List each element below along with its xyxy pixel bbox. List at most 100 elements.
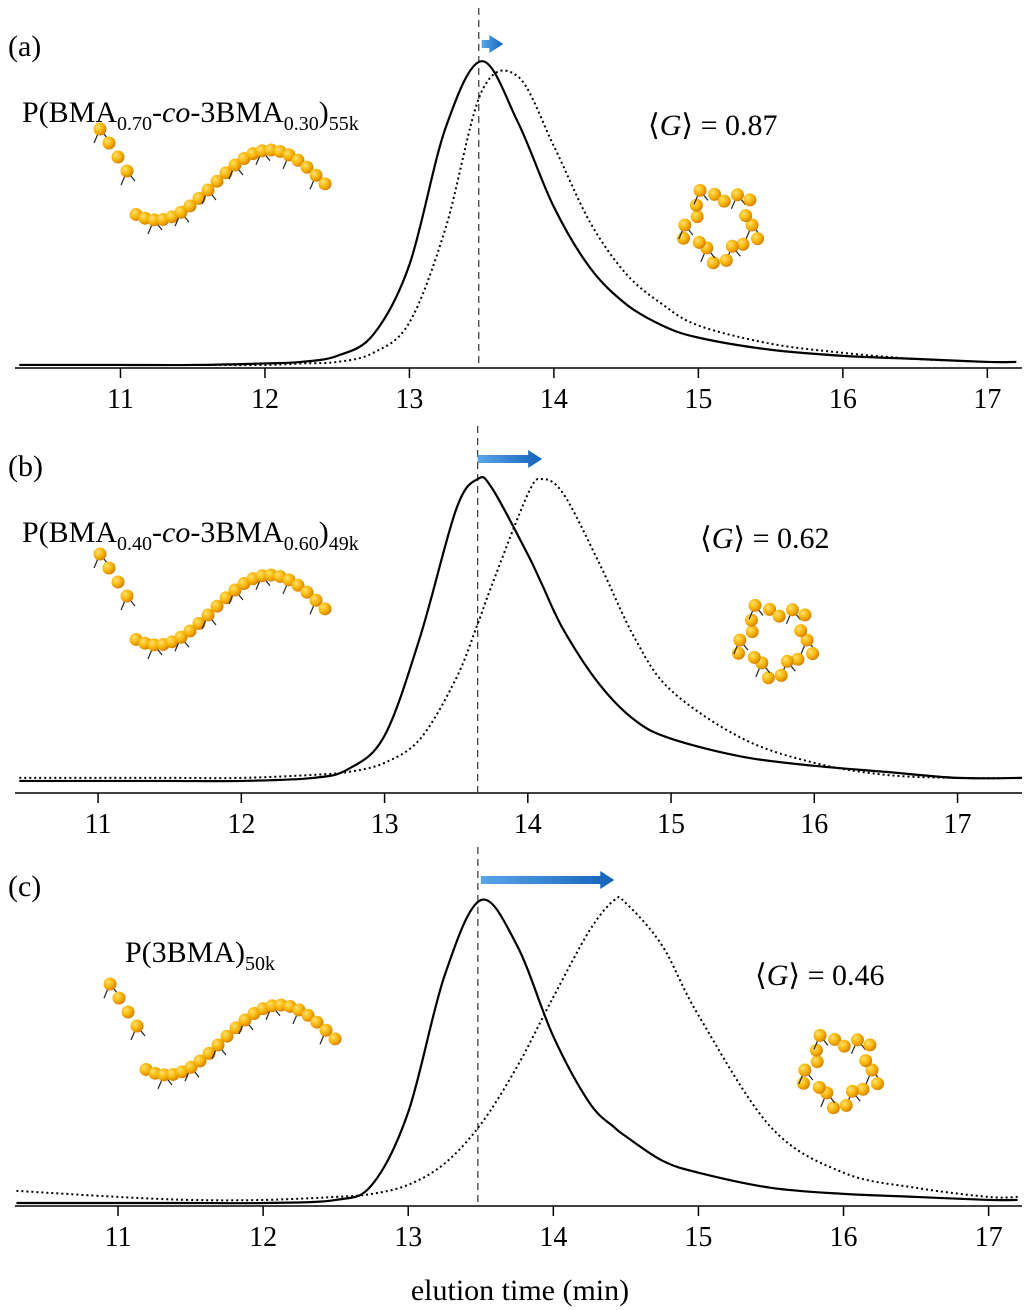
bead (174, 630, 188, 644)
x-tick-label: 15 (684, 384, 712, 415)
x-tick-label: 11 (107, 384, 134, 415)
bead (800, 633, 814, 647)
bead (291, 153, 305, 167)
series-line (19, 476, 1023, 783)
bead (794, 624, 808, 638)
bead (238, 1013, 252, 1027)
bead (748, 598, 762, 612)
bead (810, 1055, 824, 1069)
bead (211, 1038, 225, 1052)
bead (839, 1098, 853, 1112)
x-tick-label: 13 (394, 1222, 422, 1253)
polymer-label: P(3BMA)50k (125, 936, 275, 975)
bead (229, 1021, 243, 1035)
bead (300, 585, 314, 599)
bead (706, 256, 720, 270)
bead (309, 168, 323, 182)
bead (291, 578, 305, 592)
bead (193, 1054, 207, 1068)
text-part: -3BMA (190, 516, 284, 549)
bead (745, 625, 759, 639)
text-part: 55k (329, 113, 359, 135)
bead (309, 593, 323, 607)
bead (93, 122, 107, 136)
bead (845, 1084, 859, 1098)
bead (809, 1043, 823, 1057)
bead (318, 602, 332, 616)
bead (121, 1005, 135, 1019)
x-tick-label: 14 (539, 1222, 567, 1253)
x-tick-label: 16 (800, 809, 828, 840)
bead (761, 671, 775, 685)
g-label: ⟨G⟩ = 0.46 (755, 959, 885, 992)
shift-arrow (477, 450, 543, 468)
bead (871, 1077, 885, 1091)
text-part: 49k (329, 533, 359, 555)
molecule-illustration (676, 183, 765, 270)
bead (785, 603, 799, 617)
bead (201, 183, 215, 197)
bead (798, 608, 812, 622)
bead (812, 1080, 826, 1094)
bead (93, 547, 107, 561)
text-part: 0.30 (284, 113, 319, 135)
bead (690, 210, 704, 224)
bead (103, 977, 117, 991)
x-tick-label: 15 (684, 1222, 712, 1253)
x-tick-label: 13 (371, 809, 399, 840)
bead (798, 1063, 812, 1077)
x-tick-label: 17 (944, 809, 972, 840)
bead (813, 1028, 827, 1042)
bead (301, 1008, 315, 1022)
bead (183, 624, 197, 638)
bead (730, 188, 744, 202)
bead (717, 194, 731, 208)
x-tick-label: 14 (514, 809, 542, 840)
molecule-illustration (731, 598, 820, 685)
bead (219, 166, 233, 180)
series-line (16, 896, 1018, 1202)
polymer-label: P(BMA0.70-co-3BMA0.30)55k (22, 96, 359, 135)
x-tick-label: 11 (105, 1222, 132, 1253)
bead (689, 198, 703, 212)
bead (725, 239, 739, 253)
bead (111, 575, 125, 589)
x-tick-label: 17 (975, 1222, 1003, 1253)
text-part: ⟨ (648, 109, 660, 142)
text-part: ⟩ = 0.62 (733, 522, 829, 555)
bead (736, 237, 750, 251)
panel-label: (c) (8, 870, 41, 903)
bead (219, 591, 233, 605)
bead (310, 1015, 324, 1029)
bead (743, 193, 757, 207)
text-part: ⟨ (700, 522, 712, 555)
bead (300, 160, 314, 174)
bead (183, 199, 197, 213)
bead (863, 1038, 877, 1052)
bead (780, 654, 794, 668)
shift-arrow (481, 35, 504, 53)
bead (120, 164, 134, 178)
bead (826, 1101, 840, 1115)
bead (856, 1082, 870, 1096)
bead (120, 589, 134, 603)
text-part: ⟨ (755, 959, 767, 992)
bead (837, 1039, 851, 1053)
x-tick-label: 12 (251, 384, 279, 415)
text-part: 0.40 (117, 533, 152, 555)
bead (739, 209, 753, 223)
text-part: G (767, 959, 789, 992)
x-tick-label: 15 (657, 809, 685, 840)
x-tick-label: 14 (540, 384, 568, 415)
bead (319, 1023, 333, 1037)
bead (751, 232, 765, 246)
text-part: G (712, 522, 734, 555)
bead (806, 647, 820, 661)
bead (228, 158, 242, 172)
series-line (16, 898, 1018, 1205)
bead (747, 650, 761, 664)
bead (733, 633, 747, 647)
bead (210, 599, 224, 613)
bead (708, 187, 722, 201)
